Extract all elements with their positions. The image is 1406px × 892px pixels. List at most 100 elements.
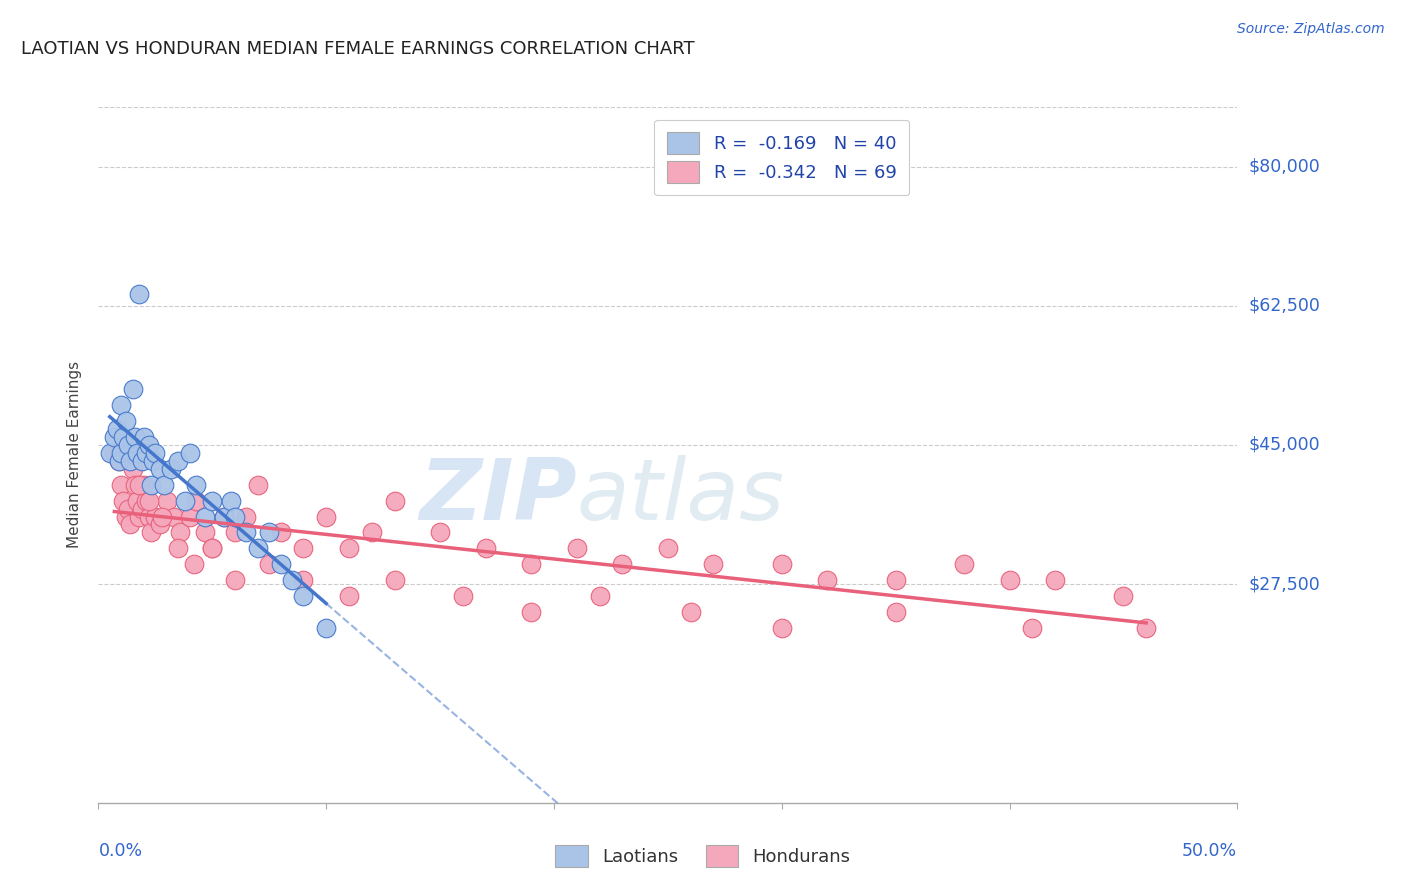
Point (1112, 589, 1135, 603)
Point (235, 525, 257, 540)
Point (884, 573, 907, 587)
Point (186, 493, 208, 508)
Point (149, 462, 172, 476)
Point (127, 446, 149, 460)
Point (1043, 573, 1066, 587)
Point (429, 525, 451, 540)
Point (114, 509, 136, 524)
Point (337, 541, 360, 556)
Point (292, 541, 315, 556)
Point (110, 477, 132, 491)
Point (174, 493, 197, 508)
Point (201, 541, 224, 556)
Point (120, 454, 142, 468)
Text: $27,500: $27,500 (1249, 575, 1320, 593)
Point (145, 446, 167, 460)
Point (120, 517, 142, 532)
Point (139, 477, 162, 491)
Point (998, 573, 1021, 587)
Point (132, 477, 155, 491)
Point (108, 454, 131, 468)
Point (103, 446, 125, 460)
Text: $80,000: $80,000 (1249, 158, 1320, 176)
Point (770, 621, 793, 635)
Point (219, 493, 242, 508)
Point (114, 414, 136, 428)
Text: 50.0%: 50.0% (1182, 842, 1237, 860)
Point (167, 454, 190, 468)
Point (1021, 621, 1043, 635)
Point (121, 462, 143, 476)
Point (145, 509, 167, 524)
Point (135, 493, 157, 508)
Point (1135, 621, 1157, 635)
Point (179, 446, 201, 460)
Point (112, 430, 135, 444)
Point (612, 558, 634, 572)
Point (224, 509, 246, 524)
Point (149, 517, 172, 532)
Point (160, 462, 183, 476)
Text: $62,500: $62,500 (1249, 297, 1320, 315)
Point (360, 525, 382, 540)
Point (110, 398, 132, 412)
Point (142, 454, 165, 468)
Point (186, 477, 208, 491)
Point (259, 525, 281, 540)
Point (131, 454, 153, 468)
Point (520, 558, 543, 572)
Point (112, 493, 135, 508)
Point (194, 509, 217, 524)
Point (520, 605, 543, 619)
Point (212, 509, 235, 524)
Text: $45,000: $45,000 (1249, 436, 1320, 454)
Text: ZIP: ZIP (419, 455, 576, 538)
Point (138, 438, 160, 452)
Point (270, 525, 292, 540)
Point (565, 541, 588, 556)
Point (135, 446, 157, 460)
Point (212, 509, 235, 524)
Point (124, 430, 146, 444)
Point (128, 509, 150, 524)
Point (117, 438, 139, 452)
Point (884, 605, 907, 619)
Point (451, 589, 474, 603)
Point (201, 541, 224, 556)
Point (156, 493, 179, 508)
Point (201, 493, 224, 508)
Point (138, 509, 160, 524)
Point (105, 422, 128, 436)
Point (179, 509, 201, 524)
Point (131, 501, 153, 516)
Point (224, 525, 246, 540)
Point (153, 477, 176, 491)
Point (315, 509, 337, 524)
Legend: R =  -0.169   N = 40, R =  -0.342   N = 69: R = -0.169 N = 40, R = -0.342 N = 69 (654, 120, 910, 195)
Point (292, 573, 315, 587)
Point (235, 509, 257, 524)
Point (167, 541, 190, 556)
Point (337, 589, 360, 603)
Text: atlas: atlas (576, 455, 785, 538)
Point (384, 493, 406, 508)
Point (259, 558, 281, 572)
Point (183, 558, 205, 572)
Point (162, 509, 184, 524)
Point (194, 525, 217, 540)
Point (953, 558, 976, 572)
Point (702, 558, 724, 572)
Y-axis label: Median Female Earnings: Median Female Earnings (67, 361, 83, 549)
Point (132, 430, 155, 444)
Point (474, 541, 496, 556)
Legend: Laotians, Hondurans: Laotians, Hondurans (548, 838, 858, 874)
Point (108, 454, 131, 468)
Text: 0.0%: 0.0% (98, 842, 142, 860)
Point (770, 558, 793, 572)
Point (292, 589, 315, 603)
Point (384, 573, 406, 587)
Point (224, 573, 246, 587)
Point (679, 605, 702, 619)
Point (127, 493, 149, 508)
Point (139, 525, 162, 540)
